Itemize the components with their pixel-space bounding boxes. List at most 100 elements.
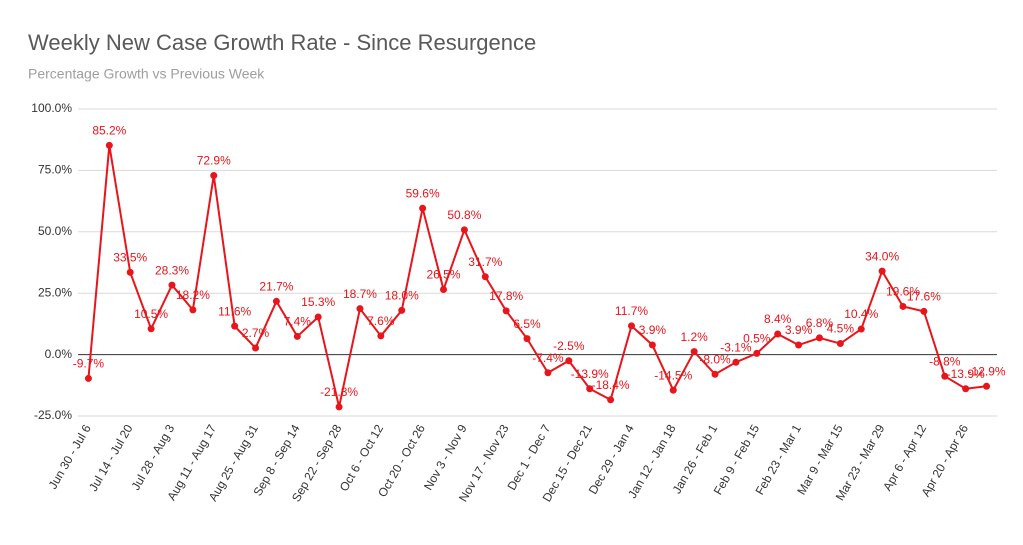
data-point [627, 322, 635, 330]
data-label: 10.4% [844, 307, 878, 321]
data-label: 10.5% [134, 307, 168, 321]
data-point [648, 341, 656, 349]
data-point [753, 349, 761, 357]
data-label: 11.6% [218, 304, 251, 318]
data-label: 17.8% [489, 289, 523, 303]
x-tick-label: Jul 28 - Aug 3 [129, 422, 178, 493]
x-tick-label: Nov 3 - Nov 9 [421, 422, 470, 493]
data-point [272, 297, 280, 305]
data-label: 21.7% [259, 279, 293, 293]
data-label: 1.2% [680, 330, 708, 344]
data-point [419, 204, 427, 212]
data-label: 4.5% [827, 322, 855, 336]
data-point [920, 307, 928, 315]
data-label: -8.8% [929, 354, 961, 368]
y-tick-label: 75.0% [38, 163, 72, 177]
data-point [899, 302, 907, 310]
data-label: 6.5% [513, 317, 541, 331]
data-point [335, 403, 343, 411]
data-label: 18.0% [385, 289, 419, 303]
data-point [795, 341, 803, 349]
data-point [857, 325, 865, 333]
data-label: -2.5% [553, 339, 585, 353]
data-point [293, 332, 301, 340]
data-point [565, 357, 573, 365]
data-point [502, 307, 510, 315]
data-point [168, 281, 176, 289]
data-point [815, 334, 823, 342]
data-point [84, 374, 92, 382]
x-tick-label: Apr 6 - Apr 12 [880, 422, 929, 493]
data-point [586, 385, 594, 393]
data-label: 18.7% [343, 287, 377, 301]
data-label: -8.0% [699, 352, 731, 366]
y-tick-label: 100.0% [31, 101, 72, 115]
data-point [941, 372, 949, 380]
data-label: 3.9% [785, 323, 813, 337]
data-label: 34.0% [865, 249, 899, 263]
data-label: 26.5% [426, 268, 460, 282]
data-label: 17.6% [907, 290, 941, 304]
data-point [481, 273, 489, 281]
y-tick-label: 25.0% [38, 285, 72, 299]
data-label: -21.3% [320, 385, 358, 399]
data-label: 15.3% [301, 295, 335, 309]
data-point [690, 348, 698, 356]
data-point [231, 322, 239, 330]
data-label: 59.6% [406, 186, 440, 200]
data-label: 3.9% [639, 323, 667, 337]
data-label: 0.5% [743, 332, 771, 346]
x-tick-label: Dec 1 - Dec 7 [504, 422, 553, 493]
x-tick-label: Jun 30 - Jul 6 [46, 422, 94, 492]
data-point [669, 386, 677, 394]
x-tick-label: Oct 6 - Oct 12 [337, 422, 387, 494]
data-line [87, 145, 987, 408]
chart-title: Weekly New Case Growth Rate - Since Resu… [28, 30, 536, 55]
data-point [356, 305, 364, 313]
data-label: 72.9% [197, 154, 231, 168]
data-label: 11.7% [615, 304, 648, 318]
data-label: 50.8% [447, 208, 481, 222]
data-point [962, 385, 970, 393]
data-point [377, 332, 385, 340]
data-label: -7.4% [532, 351, 564, 365]
data-label: 33.5% [113, 250, 147, 264]
data-label: -9.7% [73, 357, 105, 371]
data-label: -13.9% [947, 367, 985, 381]
data-point [711, 370, 719, 378]
data-label: -3.1% [720, 340, 752, 354]
data-label: 7.4% [284, 315, 312, 329]
data-label: 8.4% [764, 312, 792, 326]
data-point [460, 226, 468, 234]
data-point [440, 286, 448, 294]
data-point [210, 172, 218, 180]
data-label: 19.6% [886, 285, 920, 299]
y-tick-label: -25.0% [34, 408, 72, 422]
data-label: 18.2% [176, 288, 210, 302]
data-point [836, 340, 844, 348]
data-point [105, 141, 113, 149]
data-point [147, 325, 155, 333]
y-tick-label: 0.0% [45, 347, 73, 361]
data-point [189, 306, 197, 314]
data-label: 85.2% [92, 124, 126, 138]
data-point [314, 313, 322, 321]
data-point [252, 344, 260, 352]
data-point [774, 330, 782, 338]
y-tick-label: 50.0% [38, 224, 72, 238]
data-point [983, 382, 991, 390]
data-point [523, 335, 531, 343]
data-point [607, 396, 615, 404]
data-label: -14.5% [654, 368, 692, 382]
data-label: -12.9% [968, 364, 1006, 378]
data-label: -13.9% [571, 367, 609, 381]
data-label: 2.7% [242, 326, 270, 340]
data-label: 7.6% [367, 314, 395, 328]
data-label: 6.8% [806, 316, 834, 330]
chart-subtitle: Percentage Growth vs Previous Week [28, 66, 265, 82]
data-point [878, 267, 886, 275]
data-point [732, 358, 740, 366]
x-tick-label: Jul 14 - Jul 20 [86, 422, 136, 494]
data-point [398, 306, 406, 314]
